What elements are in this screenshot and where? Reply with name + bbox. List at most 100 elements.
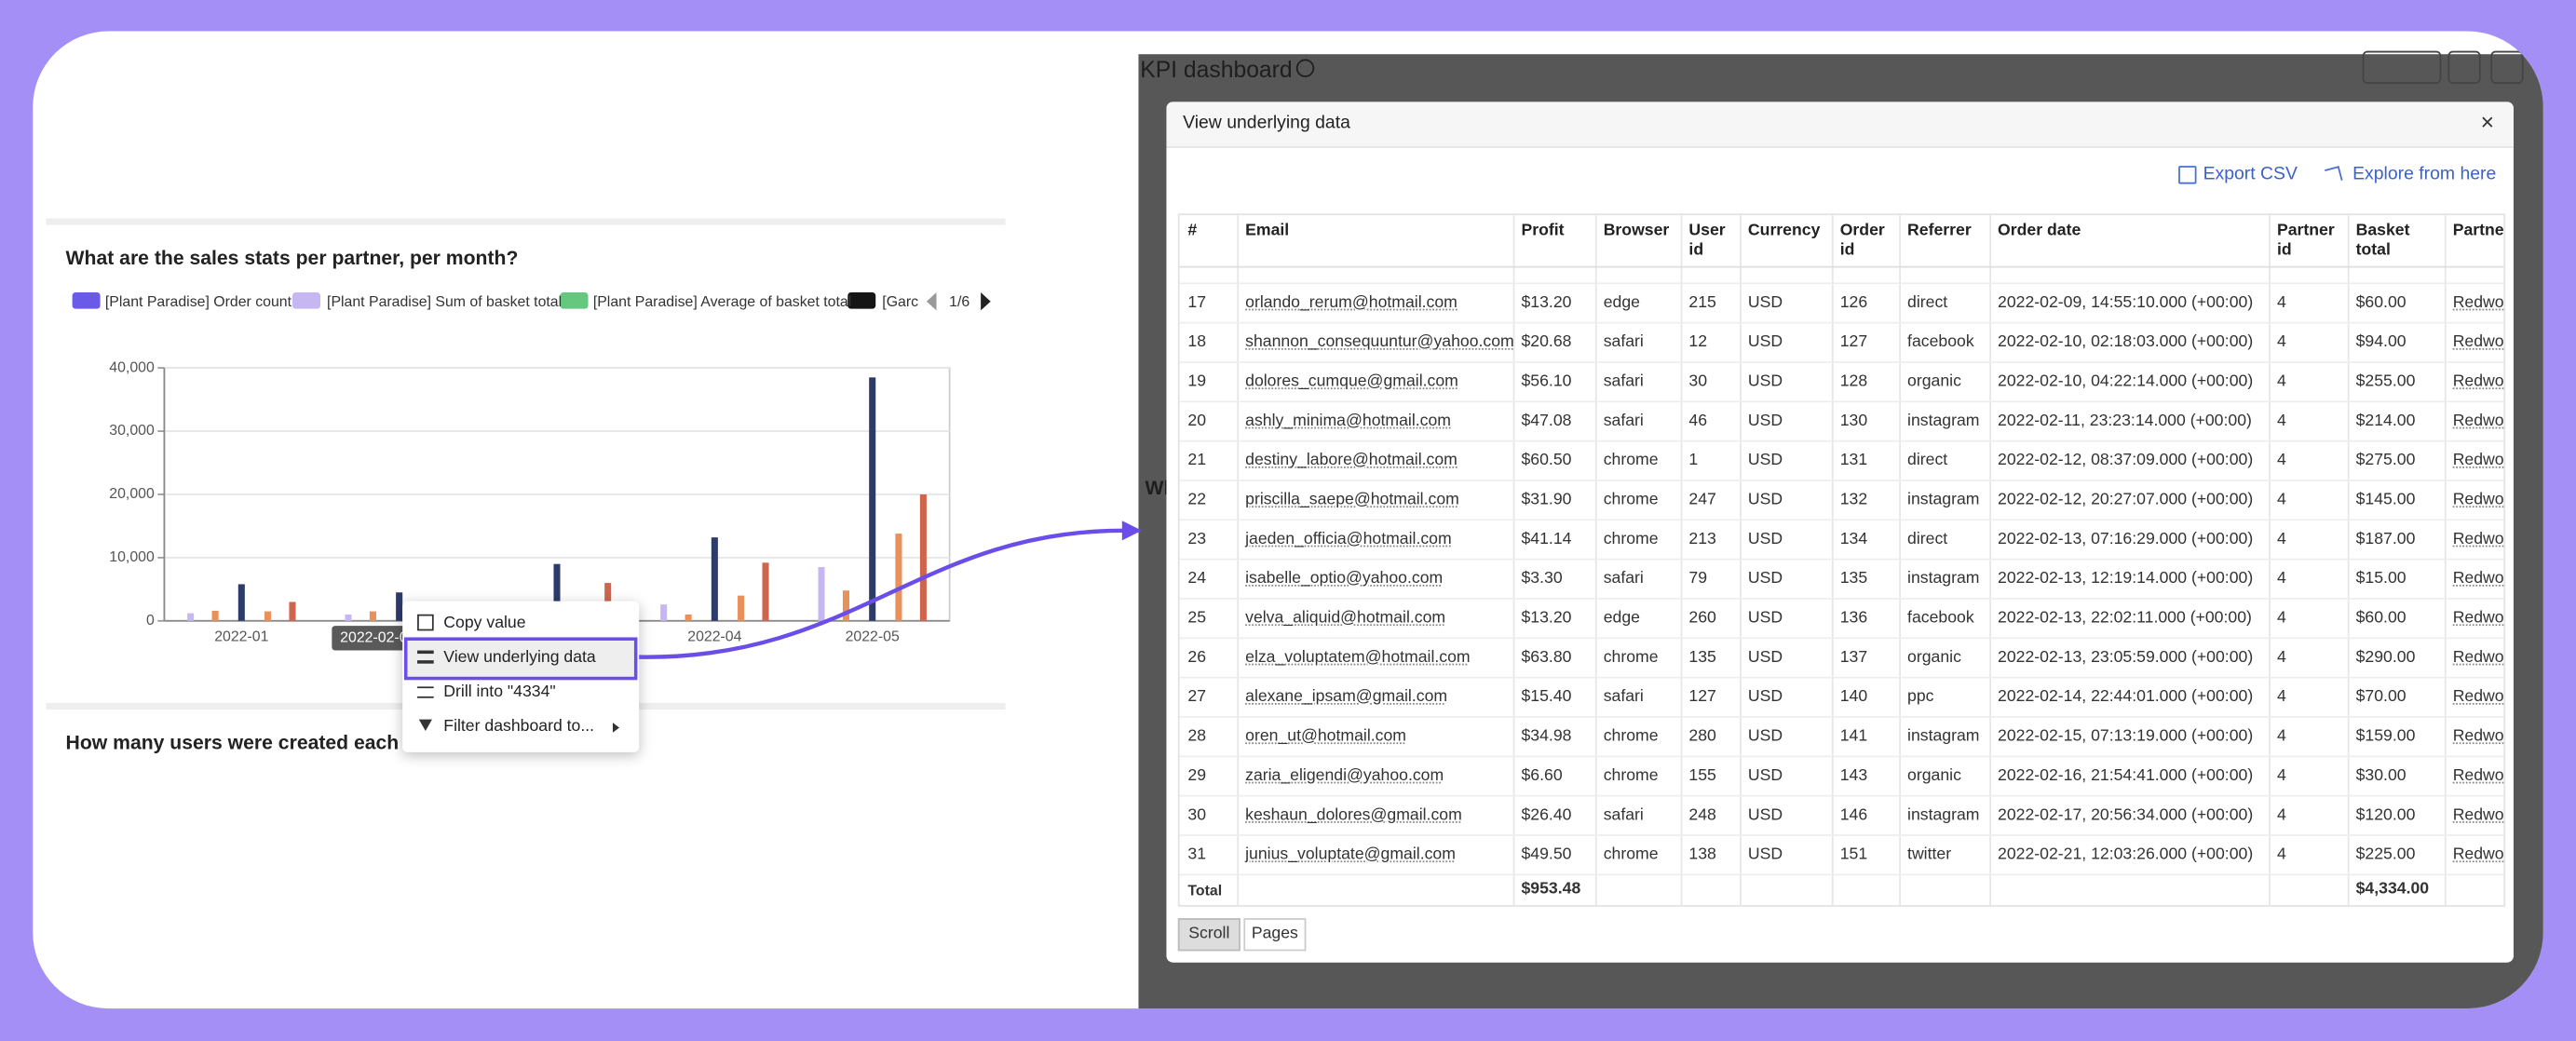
table-cell: isabelle_optio@yahoo.com xyxy=(1245,570,1444,588)
bar xyxy=(895,534,902,621)
table-cell: $15.00 xyxy=(2355,570,2407,588)
table-cell: 136 xyxy=(1839,609,1868,628)
scroll-label[interactable]: Scroll xyxy=(1188,925,1230,943)
table-cell: $225.00 xyxy=(2355,845,2416,864)
modal: View underlying data × Export CSV Explor… xyxy=(1166,101,2514,963)
legend-next[interactable] xyxy=(981,291,991,311)
table-cell: $56.10 xyxy=(1521,372,1572,391)
table-cell: 12 xyxy=(1688,333,1708,352)
table-cell: Redwo xyxy=(2452,530,2504,549)
menu-item[interactable]: Copy value xyxy=(443,614,526,633)
table-cell: 2022-02-17, 20:56:34.000 (+00:00) xyxy=(1998,806,2254,825)
legend-label[interactable]: [Plant Paradise] Average of basket total xyxy=(593,294,851,310)
legend-swatch xyxy=(291,291,320,309)
column-header: Order id xyxy=(1839,222,1885,260)
table-cell: 4 xyxy=(2276,806,2286,825)
table-cell: safari xyxy=(1603,688,1644,707)
pages-label[interactable]: Pages xyxy=(1251,925,1298,943)
table-cell: chrome xyxy=(1603,491,1659,509)
table-cell: 280 xyxy=(1688,727,1716,746)
edit-button[interactable] xyxy=(2447,50,2481,84)
table-cell: dolores_cumque@gmail.com xyxy=(1245,372,1458,391)
table-cell: 138 xyxy=(1688,845,1716,864)
table-cell: USD xyxy=(1747,727,1783,746)
scroll-button[interactable] xyxy=(1177,918,1241,952)
table-cell: $6.60 xyxy=(1521,766,1563,786)
table-cell: 2022-02-11, 23:23:14.000 (+00:00) xyxy=(1998,412,2252,431)
table-cell: 31 xyxy=(1187,845,1207,864)
table-cell: 132 xyxy=(1839,491,1868,509)
total-profit: $953.48 xyxy=(1521,880,1581,899)
legend-prev[interactable] xyxy=(926,291,937,311)
table-cell: USD xyxy=(1747,845,1783,864)
table-cell: 17 xyxy=(1187,293,1207,313)
table-cell: $187.00 xyxy=(2355,530,2416,549)
table-cell: oren_ut@hotmail.com xyxy=(1245,727,1406,746)
table-cell: Redwo xyxy=(2452,845,2504,864)
table-cell: 126 xyxy=(1839,293,1868,313)
table-cell: shannon_consequuntur@yahoo.com xyxy=(1245,333,1513,352)
table-cell: $290.00 xyxy=(2355,648,2416,668)
legend-label[interactable]: [Plant Paradise] Sum of basket total xyxy=(327,294,562,310)
table-cell: instagram xyxy=(1907,806,1980,825)
menu-item[interactable]: View underlying data xyxy=(443,648,596,668)
table-cell: 134 xyxy=(1839,530,1868,549)
table-cell: 18 xyxy=(1187,333,1207,352)
refresh-button[interactable] xyxy=(2362,50,2442,84)
info-icon[interactable] xyxy=(1295,59,1315,77)
legend-swatch xyxy=(847,291,876,309)
share-button[interactable] xyxy=(2490,50,2524,84)
table-cell: $47.08 xyxy=(1521,412,1572,431)
table-cell: USD xyxy=(1747,491,1783,509)
column-header: Profit xyxy=(1521,222,1565,240)
table-cell: 4 xyxy=(2276,491,2286,509)
pages-button[interactable] xyxy=(1243,918,1307,952)
column-header: Email xyxy=(1245,222,1290,240)
table-cell: 21 xyxy=(1187,452,1207,470)
bar xyxy=(369,611,376,621)
column-header: Currency xyxy=(1747,222,1821,240)
table-cell: USD xyxy=(1747,412,1783,431)
table-cell: USD xyxy=(1747,333,1783,352)
window: What are the sales stats per partner, pe… xyxy=(33,31,2543,1009)
menu-item[interactable]: Filter dashboard to... xyxy=(443,717,595,737)
table-cell: 2022-02-12, 20:27:07.000 (+00:00) xyxy=(1998,491,2254,509)
table-cell: 23 xyxy=(1187,530,1207,549)
copy-icon xyxy=(417,614,434,631)
table-cell: Redwo xyxy=(2452,688,2504,707)
table-cell: 30 xyxy=(1688,372,1708,391)
table-cell: edge xyxy=(1603,293,1640,313)
column-header: # xyxy=(1187,222,1198,240)
row-divider xyxy=(1179,519,2504,521)
table-cell: $70.00 xyxy=(2355,688,2407,707)
row-divider xyxy=(1179,361,2504,363)
table-cell: 79 xyxy=(1688,570,1708,588)
modal-title: View underlying data xyxy=(1183,113,1350,133)
legend-label[interactable]: [Garc xyxy=(882,294,918,310)
table-cell: USD xyxy=(1747,609,1783,628)
table-cell: instagram xyxy=(1907,570,1980,588)
bar xyxy=(289,602,296,621)
arrow xyxy=(639,528,1124,659)
chart-title: What are the sales stats per partner, pe… xyxy=(65,246,519,270)
bar xyxy=(919,493,927,621)
legend-label[interactable]: [Plant Paradise] Order count xyxy=(105,294,292,310)
bar xyxy=(738,595,745,621)
arrow-head xyxy=(1121,520,1143,541)
bar xyxy=(396,592,403,621)
tooltip xyxy=(332,626,408,651)
table-cell: $275.00 xyxy=(2355,452,2416,470)
x-tick-label: 2022-05 xyxy=(846,629,900,645)
table-cell: Redwo xyxy=(2452,570,2504,588)
row-divider xyxy=(1179,794,2504,797)
menu-item[interactable]: Drill into "4334" xyxy=(443,683,556,702)
table-cell: 151 xyxy=(1839,845,1868,864)
table-cell: 135 xyxy=(1839,570,1868,588)
close-button[interactable]: × xyxy=(2480,108,2495,135)
bar xyxy=(553,563,561,621)
export-csv[interactable]: Export CSV xyxy=(2203,164,2298,184)
explore-from-here[interactable]: Explore from here xyxy=(2352,164,2497,184)
x-tick-label: 2022-04 xyxy=(687,629,741,645)
table-cell: USD xyxy=(1747,648,1783,668)
